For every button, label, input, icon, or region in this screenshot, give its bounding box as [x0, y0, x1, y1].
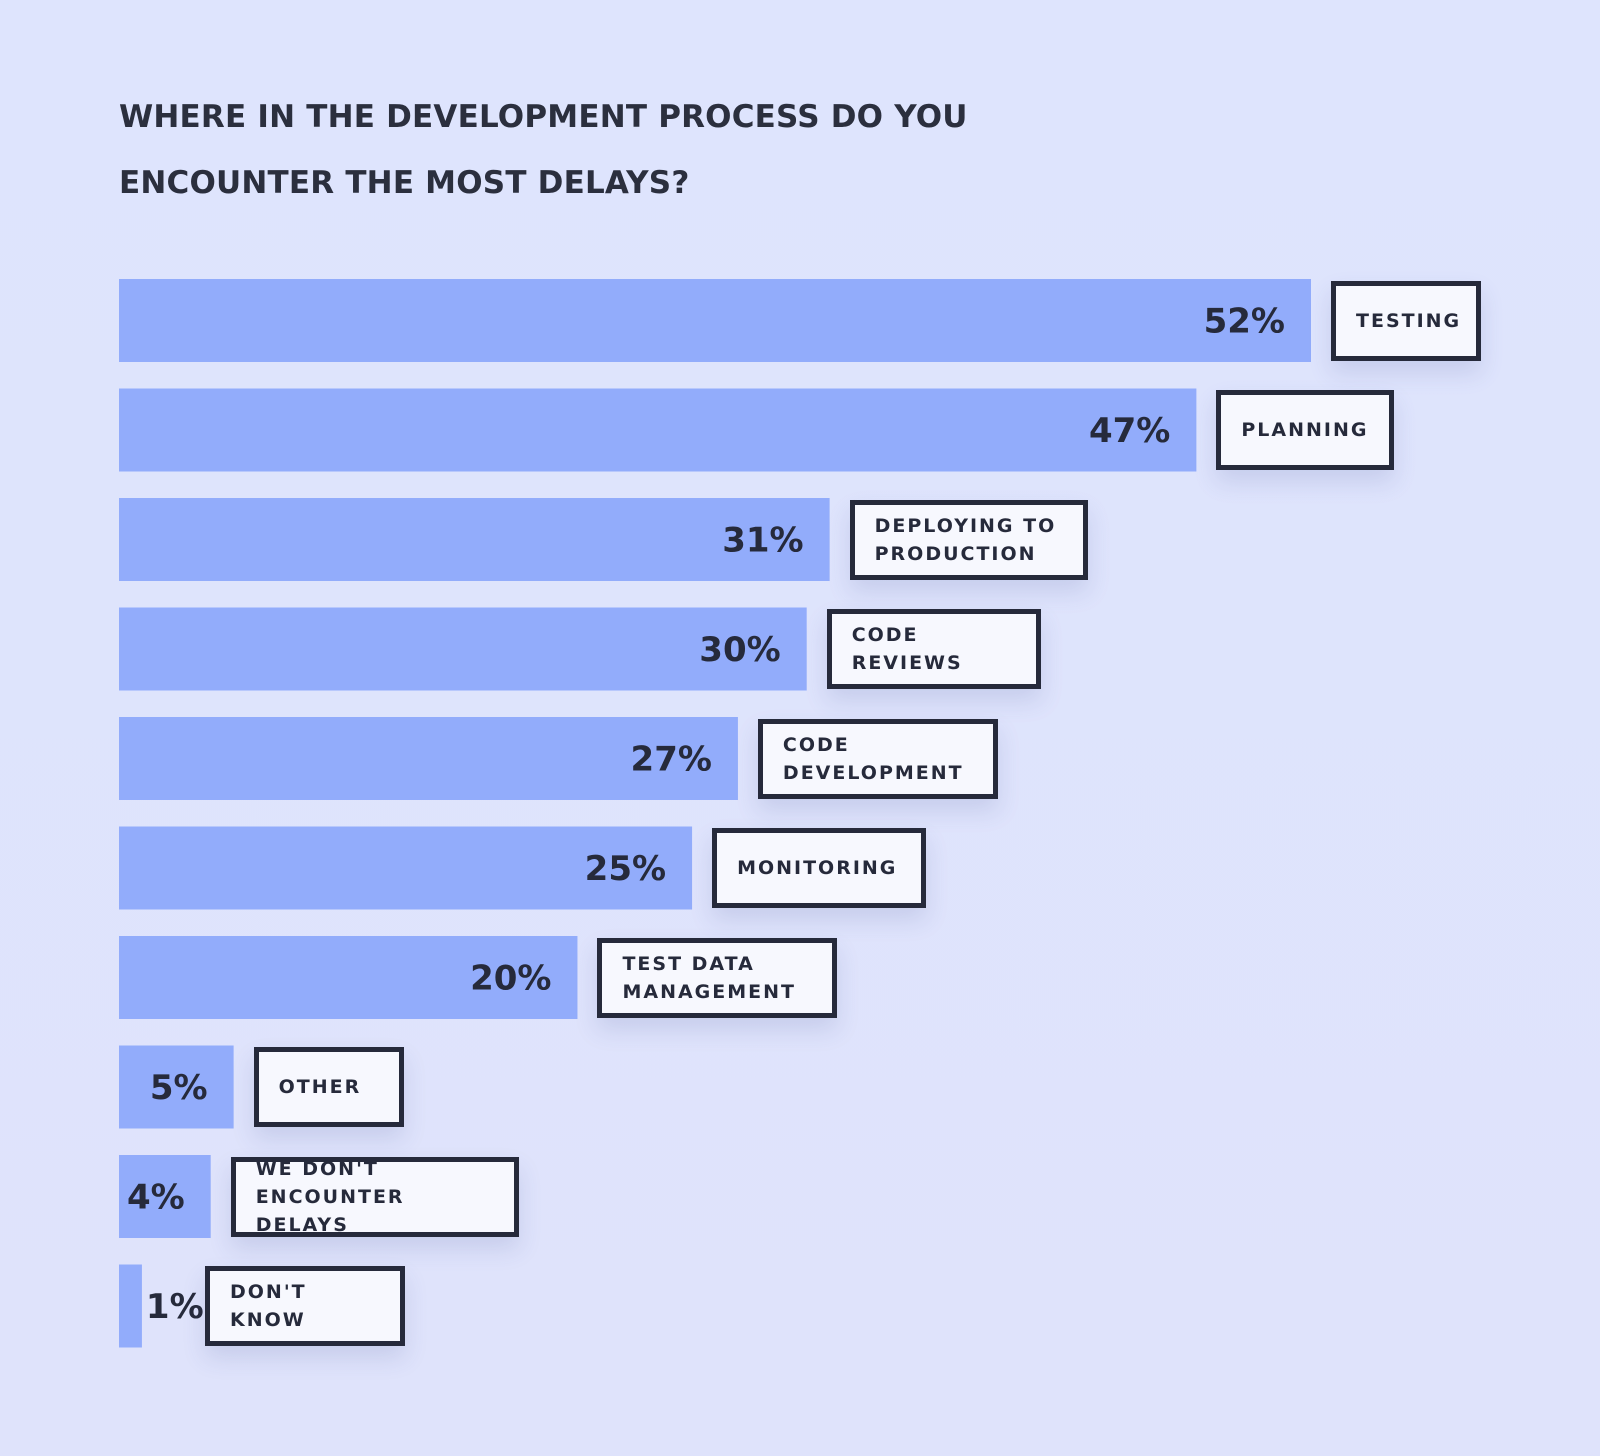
category-text: TESTING: [1356, 309, 1462, 332]
category-label-other: OTHER: [253, 1047, 404, 1127]
category-label-planning: PLANNING: [1216, 390, 1395, 470]
value-label-monitoring: 25%: [585, 849, 666, 889]
category-label-testing: TESTING: [1331, 280, 1481, 361]
bar-testing: [119, 279, 1311, 362]
bar-code-development: [119, 717, 738, 800]
bar-code-reviews: [119, 607, 807, 691]
category-text: WE DON'T ENCOUNTER DELAYS: [255, 1157, 405, 1236]
category-label-code-development: CODE DEVELOPMENT: [757, 718, 998, 799]
category-label-code-reviews: CODE REVIEWS: [826, 609, 1041, 689]
bar-don-t-know: [119, 1264, 142, 1348]
value-label-testing: 52%: [1204, 302, 1285, 342]
value-label-planning: 47%: [1089, 411, 1170, 451]
chart-title: WHERE IN THE DEVELOPMENT PROCESS DO YOU …: [119, 99, 968, 201]
category-text: TEST DATA MANAGEMENT: [622, 952, 796, 1003]
category-text: CODE REVIEWS: [851, 624, 963, 674]
bar-monitoring: [119, 826, 693, 910]
category-text: PLANNING: [1241, 419, 1369, 441]
category-text: OTHER: [278, 1076, 362, 1098]
value-label-we-don-t-encounter-delays: 4%: [127, 1178, 185, 1218]
category-label-test-data-management: TEST DATA MANAGEMENT: [597, 937, 838, 1018]
category-label-don-t-know: DON'T KNOW: [205, 1266, 405, 1346]
category-text: DON'T KNOW: [230, 1281, 307, 1331]
category-text: DEPLOYING TO PRODUCTION: [874, 514, 1057, 565]
bar-test-data-management: [119, 936, 578, 1019]
value-label-deploying-to-production: 31%: [722, 521, 803, 561]
bar-we-don-t-encounter-delays: [119, 1155, 211, 1238]
bar-planning: [119, 388, 1197, 472]
value-label-don-t-know: 1%: [146, 1287, 204, 1327]
value-label-other: 5%: [150, 1068, 208, 1108]
value-label-code-reviews: 30%: [699, 630, 780, 670]
value-label-test-data-management: 20%: [470, 959, 551, 999]
bar-deploying-to-production: [119, 498, 830, 581]
category-text: CODE DEVELOPMENT: [782, 733, 964, 784]
value-label-code-development: 27%: [631, 740, 712, 780]
bar-other: [119, 1045, 234, 1129]
category-text: MONITORING: [737, 857, 898, 879]
category-label-deploying-to-production: DEPLOYING TO PRODUCTION: [849, 499, 1088, 580]
category-label-we-don-t-encounter-delays: WE DON'T ENCOUNTER DELAYS: [230, 1156, 519, 1237]
category-label-monitoring: MONITORING: [712, 828, 927, 908]
